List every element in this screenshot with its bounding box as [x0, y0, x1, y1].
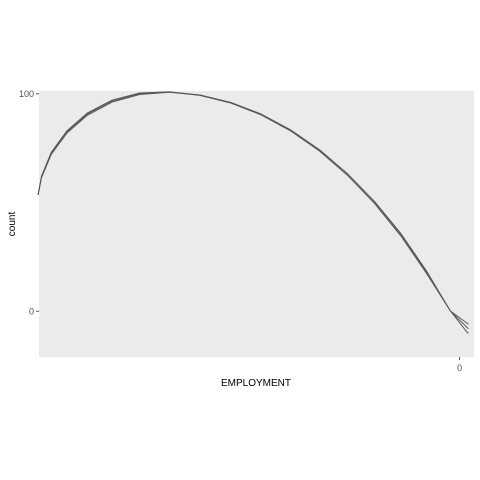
x-axis-title: EMPLOYMENT [221, 378, 291, 389]
y-tick-label-100: 100 [19, 89, 34, 99]
plot-panel [39, 91, 474, 357]
series-layer [37, 91, 469, 334]
y-axis-title: count [7, 212, 18, 237]
series-line-2 [37, 91, 469, 330]
x-tick-label-0: 0 [457, 363, 462, 373]
series-line-3 [37, 91, 469, 325]
y-tick-label-0: 0 [29, 307, 34, 317]
